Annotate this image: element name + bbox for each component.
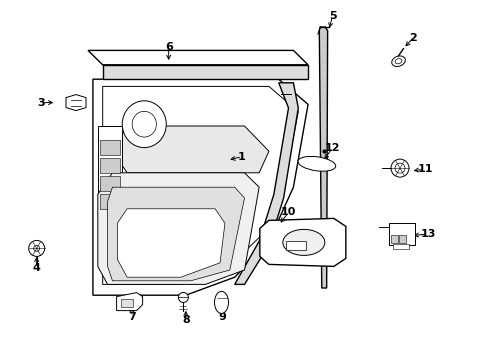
FancyBboxPatch shape: [390, 235, 397, 243]
Ellipse shape: [214, 291, 228, 314]
Polygon shape: [98, 173, 259, 284]
Polygon shape: [117, 209, 224, 277]
Text: 7: 7: [128, 312, 136, 322]
Text: 6: 6: [164, 42, 172, 52]
Ellipse shape: [391, 56, 405, 67]
Polygon shape: [102, 86, 298, 284]
Polygon shape: [234, 83, 298, 284]
Text: 11: 11: [417, 164, 432, 174]
Circle shape: [394, 163, 404, 173]
Polygon shape: [88, 50, 307, 65]
FancyBboxPatch shape: [100, 158, 120, 173]
FancyBboxPatch shape: [285, 242, 305, 251]
Polygon shape: [319, 27, 327, 288]
Ellipse shape: [122, 101, 166, 148]
Polygon shape: [66, 95, 86, 111]
Ellipse shape: [394, 59, 401, 64]
Polygon shape: [116, 293, 142, 311]
Ellipse shape: [297, 156, 335, 171]
Polygon shape: [93, 79, 307, 295]
FancyBboxPatch shape: [392, 244, 408, 249]
Circle shape: [390, 159, 408, 177]
Polygon shape: [102, 65, 307, 79]
Text: 3: 3: [38, 98, 45, 108]
FancyBboxPatch shape: [388, 224, 414, 246]
Polygon shape: [98, 126, 122, 223]
Circle shape: [34, 246, 40, 251]
Polygon shape: [107, 187, 244, 281]
Text: 12: 12: [324, 143, 340, 153]
Text: 9: 9: [218, 312, 226, 322]
Text: 1: 1: [238, 152, 245, 162]
Text: 8: 8: [182, 315, 189, 325]
FancyBboxPatch shape: [100, 140, 120, 155]
FancyBboxPatch shape: [398, 235, 405, 243]
Ellipse shape: [132, 111, 156, 137]
Text: 13: 13: [419, 229, 435, 239]
Text: 5: 5: [328, 11, 336, 21]
Polygon shape: [112, 126, 268, 173]
Polygon shape: [121, 298, 132, 307]
Text: 2: 2: [408, 33, 416, 43]
FancyBboxPatch shape: [100, 194, 120, 209]
Circle shape: [29, 240, 44, 256]
Polygon shape: [259, 219, 345, 266]
FancyBboxPatch shape: [100, 176, 120, 191]
Text: 10: 10: [280, 207, 296, 217]
Text: 4: 4: [33, 263, 41, 273]
Circle shape: [178, 292, 188, 302]
Ellipse shape: [282, 229, 324, 255]
